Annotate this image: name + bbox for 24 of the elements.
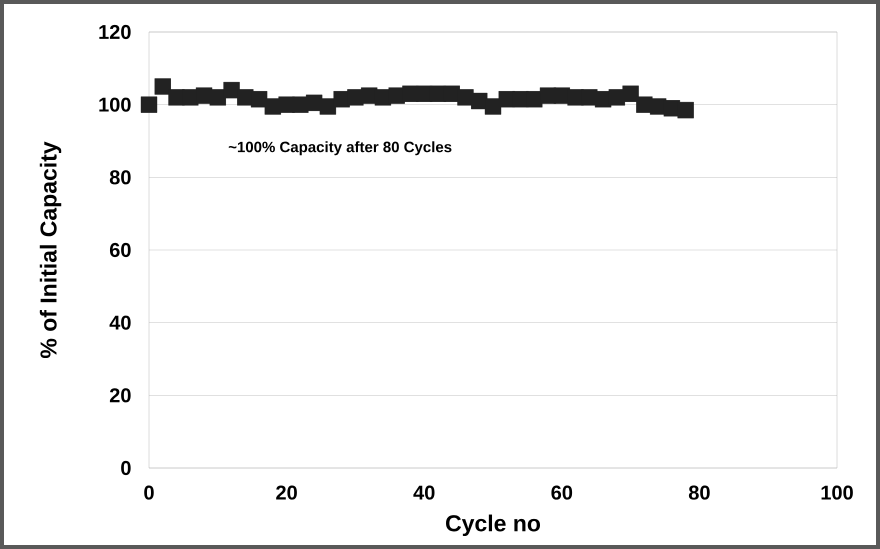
point — [622, 86, 639, 102]
y-tick-label: 60 — [110, 242, 131, 258]
point — [154, 78, 171, 95]
point — [223, 82, 240, 98]
x-tick-label: 20 — [276, 486, 297, 500]
y-axis-title: % of Initial Capacity — [40, 141, 62, 358]
x-tick-label: 80 — [688, 486, 710, 500]
y-tick-label: 0 — [121, 460, 131, 476]
x-tick-label: 0 — [144, 486, 154, 500]
y-tick-label: 100 — [99, 98, 131, 112]
y-tick-label: 40 — [110, 316, 131, 330]
point — [677, 102, 694, 118]
y-tick-label: 20 — [110, 388, 131, 402]
y-tick-label: 80 — [110, 170, 131, 184]
x-tick-label: 100 — [822, 486, 853, 500]
point — [320, 98, 336, 115]
point — [140, 96, 158, 113]
annotation: ~100% Capacity after 80 Cycles — [228, 141, 452, 156]
x-tick-label: 40 — [413, 486, 435, 500]
y-tick-label: 120 — [99, 24, 131, 40]
point — [250, 91, 268, 108]
x-axis-title: Cycle no — [446, 514, 540, 536]
point — [484, 98, 502, 115]
x-tick-label: 60 — [551, 486, 572, 500]
